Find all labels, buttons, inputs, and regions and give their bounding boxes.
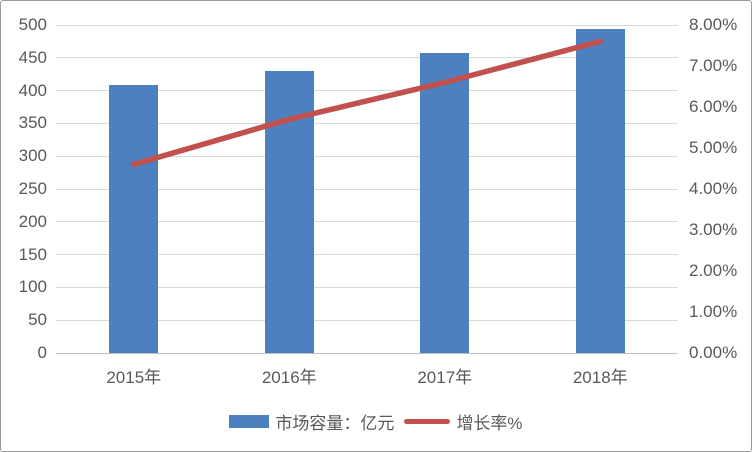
y-axis-left-tick: 50 <box>28 310 47 330</box>
legend: 市场容量：亿元 增长率% <box>1 409 751 434</box>
x-axis-label: 2015年 <box>106 368 162 387</box>
y-axis-left-tick: 250 <box>18 179 47 198</box>
gridline <box>56 221 678 223</box>
growth-rate-polyline <box>131 38 603 168</box>
legend-line-label: 增长率% <box>456 414 523 433</box>
y-axis-left-tick: 300 <box>18 146 47 166</box>
y-axis-left-tick: 0 <box>37 343 47 362</box>
y-axis-right-tick: 0.00% <box>689 343 738 362</box>
y-axis-left-tick: 200 <box>18 211 47 231</box>
y-axis-left-tick: 100 <box>18 277 47 297</box>
y-axis-right-tick: 5.00% <box>689 138 738 157</box>
x-axis-label: 2018年 <box>572 368 628 387</box>
y-axis-right-tick: 1.00% <box>689 302 738 321</box>
gridline <box>56 286 678 288</box>
y-axis-left-tick: 400 <box>18 80 47 100</box>
y-axis-left-tick: 150 <box>18 244 47 264</box>
bar-2017年 <box>420 52 470 353</box>
y-axis-right-tick: 7.00% <box>689 56 738 75</box>
gridline <box>56 254 678 256</box>
y-axis-right-tick: 8.00% <box>689 15 738 34</box>
x-axis-label: 2016年 <box>261 368 317 387</box>
bar-2015年 <box>109 85 159 353</box>
x-axis-line <box>56 352 678 354</box>
gridline <box>56 319 678 321</box>
y-axis-left-tick: 450 <box>18 47 47 67</box>
legend-bar-label: 市场容量：亿元 <box>275 414 395 433</box>
gridline <box>56 24 678 26</box>
y-axis-left-tick: 500 <box>18 15 47 34</box>
y-axis-right-tick: 6.00% <box>689 97 738 116</box>
bar-2016年 <box>264 70 314 353</box>
legend-bar-swatch <box>229 415 270 428</box>
legend-line-swatch <box>404 419 451 424</box>
bar-2018年 <box>575 28 625 353</box>
y-axis-right-tick: 3.00% <box>689 220 738 239</box>
x-axis-label: 2017年 <box>417 368 473 387</box>
y-axis-left-tick: 350 <box>18 113 47 133</box>
y-axis-right-tick: 4.00% <box>689 179 738 198</box>
y-axis-right-tick: 2.00% <box>689 261 738 280</box>
gridline <box>56 188 678 190</box>
